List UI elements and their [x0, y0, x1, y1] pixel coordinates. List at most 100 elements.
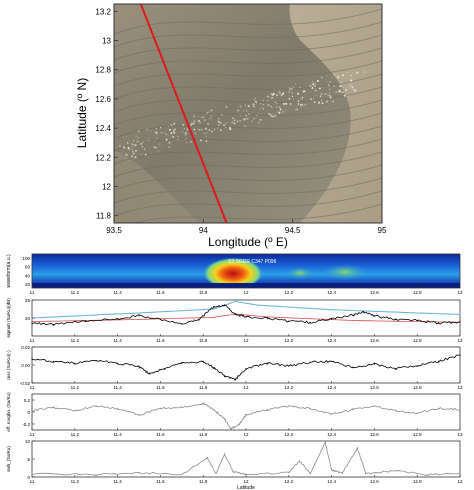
series-point [213, 409, 215, 411]
speckle [274, 101, 277, 104]
sea-swirl [114, 73, 382, 100]
panel-y-label: sigma0 (Sa/Ku)(dB) [6, 298, 11, 338]
map-x-tick-label: 94 [199, 226, 208, 235]
waveform-y-tick-label: 60 [25, 265, 31, 270]
series-point [395, 318, 397, 320]
speckle [333, 85, 335, 87]
speckle [159, 143, 161, 145]
speckle [321, 93, 323, 95]
speckle [272, 96, 274, 99]
waveform-warm-band [286, 267, 314, 279]
sea-swirl [114, 86, 382, 113]
speckle [276, 102, 278, 105]
speckle [232, 122, 234, 124]
speckle [280, 94, 283, 97]
series-point [138, 318, 140, 320]
series-point [31, 358, 33, 360]
speckle [243, 119, 246, 121]
speckle [185, 137, 187, 140]
land-mass [289, 4, 382, 223]
map-y-tick-label: 11.8 [96, 212, 112, 221]
speckle [305, 107, 307, 109]
speckle [245, 107, 247, 109]
panel-x-tick-label: 11.6 [156, 385, 165, 390]
speckle [155, 128, 157, 130]
map-frame [113, 3, 383, 224]
speckle [303, 90, 306, 92]
speckle [297, 100, 300, 103]
map-y-tick-label: 12.8 [95, 66, 111, 75]
speckle [219, 129, 222, 132]
speckle [132, 152, 135, 155]
series-point [266, 362, 268, 364]
speckle [132, 143, 134, 146]
map-y-ticks: 11.8 12 12.2 12.4 12.6 12.8 13 13.2 [95, 7, 118, 221]
series-point [331, 469, 333, 471]
speckle [204, 119, 206, 121]
series-point [31, 410, 33, 412]
series-point [230, 428, 232, 430]
series-point [232, 471, 234, 473]
speckle [290, 87, 293, 90]
panel-x-tick-label: 11.8 [199, 479, 208, 484]
speckle [354, 89, 357, 92]
series-point [31, 321, 33, 323]
series-point [245, 414, 247, 416]
series-point [213, 305, 215, 308]
speckle [296, 108, 298, 111]
series-point [438, 322, 440, 324]
series-point [438, 360, 440, 362]
speckle [252, 103, 255, 106]
series-point [213, 316, 215, 318]
series-point [95, 474, 97, 476]
series-point [352, 314, 354, 316]
speckle [147, 140, 150, 142]
series-point [181, 473, 183, 475]
speckle [174, 128, 176, 130]
speckle [338, 90, 341, 93]
sea-swirl [131, 203, 382, 223]
speckle [221, 114, 223, 116]
panel-x-tick-label: 12.6 [370, 432, 379, 437]
series-point [298, 460, 301, 462]
panel-x-tick-label: 12.2 [284, 385, 293, 390]
speckle [149, 130, 151, 132]
series-point [224, 375, 226, 377]
series-point [239, 423, 241, 425]
speckle [288, 107, 290, 109]
series-point [74, 410, 76, 412]
speckle [217, 117, 220, 120]
speckle [245, 114, 247, 117]
speckle [220, 122, 222, 124]
series-point [352, 409, 354, 411]
panel-x-tick-label: 12.8 [413, 385, 422, 390]
speckle [261, 106, 264, 109]
series-point [373, 315, 375, 317]
panel-x-tick-label: 11 [30, 479, 35, 484]
waveform-x-tick-label: 13 [457, 290, 463, 295]
speckle [186, 131, 188, 133]
panel-y-tick-label: -0.02 [20, 381, 31, 386]
sea-swirl [114, 21, 382, 48]
series-point [416, 319, 418, 322]
waveform-x-tick-label: 12.6 [370, 290, 379, 295]
panel-y-tick-label: 0.2 [24, 398, 31, 403]
speckle [202, 116, 205, 119]
speckle [205, 135, 207, 137]
panel-x-tick-label: 11 [30, 338, 35, 343]
speckle [141, 146, 143, 148]
speckle [131, 145, 133, 148]
series-point [331, 318, 333, 320]
speckle [349, 84, 352, 87]
map-x-tick-label: 95 [378, 226, 387, 235]
series-point [138, 414, 140, 416]
speckle [182, 123, 185, 126]
panel-x-tick-label: 12 [243, 338, 249, 343]
speckle [270, 106, 272, 108]
speckle [343, 94, 346, 97]
speckle [288, 87, 290, 89]
speckle [245, 110, 248, 112]
speckle [311, 80, 313, 82]
speckle [193, 128, 196, 131]
series-point [266, 409, 268, 411]
